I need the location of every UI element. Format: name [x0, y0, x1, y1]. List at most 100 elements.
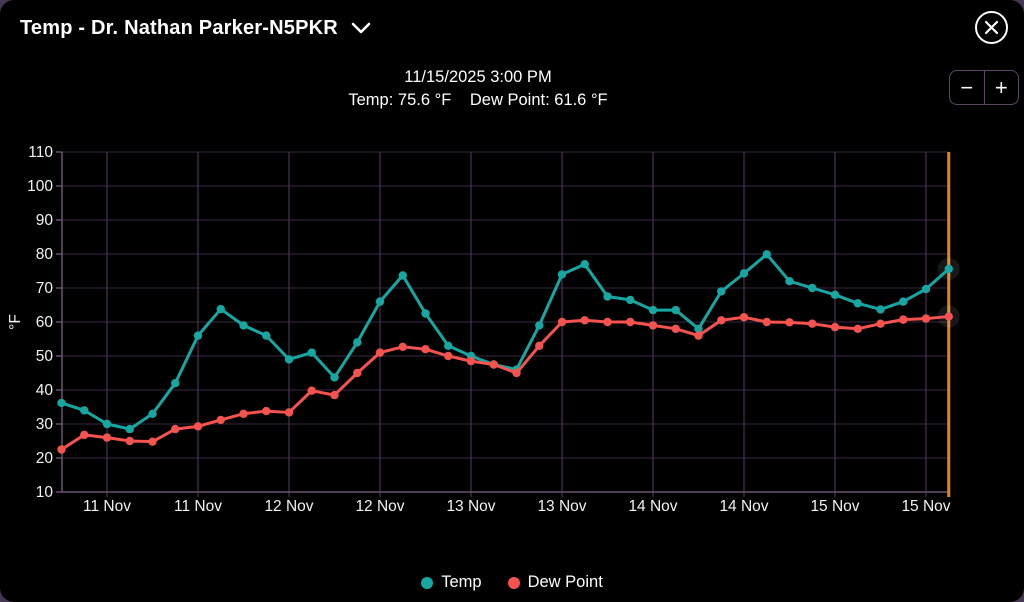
dew-point-data-point[interactable] [512, 368, 521, 378]
dew-point-data-point[interactable] [284, 408, 294, 417]
temp-data-point[interactable] [102, 419, 112, 429]
temp-data-point[interactable] [535, 321, 544, 330]
dew-point-data-point[interactable] [125, 436, 134, 446]
temp-data-point[interactable] [785, 277, 794, 286]
y-tick-label: 110 [28, 144, 53, 161]
dew-point-data-point[interactable] [557, 317, 567, 327]
temp-data-point[interactable] [148, 409, 157, 418]
zoom-controls: − + [949, 70, 1019, 105]
page-title: Temp - Dr. Nathan Parker-N5PKR [20, 16, 338, 39]
temp-data-point[interactable] [57, 398, 66, 408]
legend-item-dew-point[interactable]: Dew Point [507, 573, 603, 592]
temp-data-point[interactable] [580, 260, 589, 269]
temp-data-point[interactable] [694, 324, 703, 333]
dew-point-data-point[interactable] [216, 415, 225, 425]
temp-data-point[interactable] [603, 292, 612, 301]
dew-point-data-point[interactable] [330, 390, 339, 400]
x-tick-label: 12 Nov [355, 498, 404, 515]
zoom-in-button[interactable]: + [985, 71, 1019, 104]
temp-data-point[interactable] [284, 355, 294, 364]
close-button[interactable] [975, 11, 1008, 44]
dew-point-data-point[interactable] [830, 322, 840, 332]
y-tick-label: 50 [36, 348, 54, 365]
dew-point-data-point[interactable] [489, 360, 498, 369]
dew-point-data-point[interactable] [921, 314, 931, 323]
temp-data-point[interactable] [239, 321, 248, 330]
temp-data-point[interactable] [717, 287, 726, 296]
temp-data-point[interactable] [262, 331, 271, 340]
dew-point-data-point[interactable] [353, 368, 362, 378]
dew-point-data-point[interactable] [239, 409, 248, 418]
temp-data-point[interactable] [171, 379, 180, 388]
dew-point-data-point[interactable] [808, 319, 817, 328]
dew-point-data-point[interactable] [648, 321, 658, 330]
dew-point-data-point[interactable] [80, 430, 89, 440]
y-tick-label: 10 [36, 484, 54, 501]
temp-data-point[interactable] [648, 305, 658, 315]
x-tick-label: 11 Nov [174, 498, 222, 515]
dew-point-data-point[interactable] [307, 386, 316, 395]
x-tick-label: 15 Nov [810, 498, 859, 515]
dew-point-data-point[interactable] [762, 317, 771, 327]
temp-data-point[interactable] [353, 338, 362, 347]
temp-data-point[interactable] [626, 295, 635, 305]
dew-point-data-point[interactable] [102, 433, 112, 442]
temp-data-point[interactable] [444, 341, 453, 350]
y-axis-unit-label: °F [7, 314, 24, 330]
temp-data-point[interactable] [557, 270, 567, 279]
dew-point-data-point[interactable] [739, 313, 749, 322]
dew-point-legend-dot-icon [507, 576, 520, 589]
temp-data-point[interactable] [193, 331, 203, 340]
temp-data-point[interactable] [375, 297, 385, 306]
dew-point-data-point[interactable] [944, 312, 953, 321]
dew-point-data-point[interactable] [466, 356, 476, 366]
chart-legend: Temp Dew Point [0, 573, 1024, 592]
temp-data-point[interactable] [830, 290, 840, 299]
dew-point-data-point[interactable] [853, 324, 862, 333]
temp-data-point[interactable] [671, 305, 680, 315]
temp-data-point[interactable] [307, 348, 316, 357]
dew-point-data-point[interactable] [717, 316, 726, 325]
temp-data-point[interactable] [216, 304, 225, 314]
temp-data-point[interactable] [125, 424, 134, 434]
temp-data-point[interactable] [739, 269, 749, 278]
dew-point-data-point[interactable] [876, 319, 885, 328]
dew-point-data-point[interactable] [262, 406, 271, 416]
dew-point-data-point[interactable] [785, 318, 794, 327]
dew-point-data-point[interactable] [535, 341, 544, 350]
dew-point-data-point[interactable] [603, 317, 612, 327]
dew-point-data-point[interactable] [671, 324, 680, 333]
dew-point-data-point[interactable] [580, 316, 589, 325]
dew-point-data-point[interactable] [375, 348, 385, 357]
temp-data-point[interactable] [80, 406, 89, 415]
temp-dewpoint-chart[interactable]: 110 100 90 80 70 60 50 40 30 20 10 11 Nov 11 Nov 12 N… [0, 0, 1024, 540]
temp-data-point[interactable] [876, 305, 885, 314]
dew-point-data-point[interactable] [148, 437, 157, 446]
dew-point-data-point[interactable] [694, 331, 703, 340]
temp-legend-dot-icon [421, 576, 434, 589]
legend-item-temp[interactable]: Temp [421, 573, 482, 592]
y-tick-label: 20 [36, 450, 54, 467]
temp-data-point[interactable] [921, 284, 931, 294]
temp-data-point[interactable] [330, 373, 339, 382]
temp-data-point[interactable] [762, 250, 771, 259]
zoom-divider [983, 71, 985, 104]
dew-point-data-point[interactable] [398, 342, 407, 352]
temp-data-point[interactable] [899, 297, 908, 306]
dew-point-data-point[interactable] [421, 345, 430, 354]
temp-data-point[interactable] [944, 264, 953, 274]
temp-data-point[interactable] [853, 299, 862, 308]
zoom-out-button[interactable]: − [950, 71, 984, 104]
chevron-down-icon[interactable] [350, 21, 372, 35]
dew-point-data-point[interactable] [57, 445, 66, 454]
readout-dew-point: Dew Point: 61.6 °F [469, 91, 608, 109]
temp-data-point[interactable] [398, 271, 407, 280]
dew-point-data-point[interactable] [171, 424, 180, 434]
dew-point-data-point[interactable] [626, 317, 635, 327]
dew-point-data-point[interactable] [193, 422, 203, 431]
temp-data-point[interactable] [808, 283, 817, 293]
dew-point-data-point[interactable] [899, 315, 908, 324]
x-tick-label: 11 Nov [83, 498, 131, 515]
dew-point-data-point[interactable] [444, 351, 453, 361]
temp-data-point[interactable] [421, 309, 430, 318]
